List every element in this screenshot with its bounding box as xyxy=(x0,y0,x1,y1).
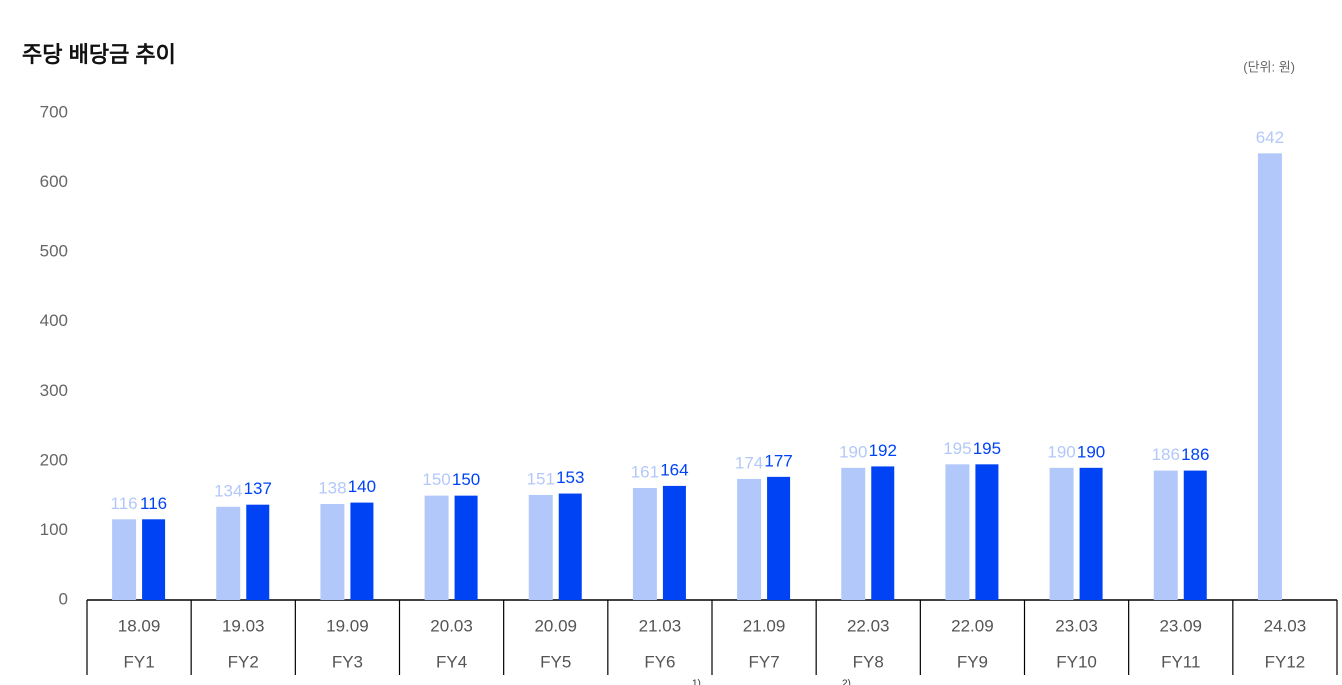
value-label: 164 xyxy=(660,460,688,479)
value-label: 150 xyxy=(422,470,450,489)
x-tick-label: 18.09 xyxy=(118,616,161,635)
bar xyxy=(1257,153,1282,600)
y-tick-label: 300 xyxy=(40,381,68,400)
x-tick-label: 22.03 xyxy=(847,616,890,635)
footnote-mark: 1) xyxy=(692,679,701,685)
value-label: 116 xyxy=(111,494,138,513)
value-label: 195 xyxy=(973,439,1001,458)
value-label: 153 xyxy=(556,468,584,487)
x-sub-label: FY8 xyxy=(853,652,884,671)
value-label: 174 xyxy=(735,453,763,472)
x-sub-label: FY1 xyxy=(123,652,154,671)
y-tick-label: 700 xyxy=(40,102,68,121)
value-label: 134 xyxy=(214,481,242,500)
bar xyxy=(216,506,241,600)
bar xyxy=(424,495,449,600)
x-sub-label: FY4 xyxy=(436,652,467,671)
bar xyxy=(632,487,657,600)
bar xyxy=(528,494,553,600)
bar xyxy=(945,464,970,600)
bar xyxy=(975,464,999,600)
bar xyxy=(112,519,137,600)
value-label: 190 xyxy=(1077,442,1105,461)
bar xyxy=(1183,470,1207,600)
value-label: 186 xyxy=(1152,445,1180,464)
x-tick-label: 24.03 xyxy=(1264,616,1307,635)
y-tick-label: 600 xyxy=(40,172,68,191)
bar xyxy=(558,493,582,600)
value-label: 138 xyxy=(318,478,346,497)
y-tick-label: 100 xyxy=(40,520,68,539)
bar xyxy=(1049,467,1074,600)
x-tick-label: 23.03 xyxy=(1055,616,1098,635)
value-label: 116 xyxy=(140,494,167,513)
x-sub-label: FY10 xyxy=(1056,652,1097,671)
bar xyxy=(246,504,270,600)
chart-title: 주당 배당금 추이 xyxy=(22,42,176,67)
x-tick-label: 20.09 xyxy=(534,616,577,635)
x-tick-label: 22.09 xyxy=(951,616,994,635)
bar xyxy=(320,503,345,600)
value-label: 151 xyxy=(527,469,555,488)
y-tick-label: 500 xyxy=(40,242,68,261)
bar xyxy=(841,467,866,600)
x-tick-label: 20.03 xyxy=(430,616,473,635)
bar xyxy=(142,519,166,600)
unit-note: (단위: 원) xyxy=(1243,59,1295,74)
bar xyxy=(454,495,478,600)
value-label: 177 xyxy=(764,451,792,470)
bar xyxy=(1153,470,1178,600)
x-sub-label: FY12 xyxy=(1265,652,1306,671)
x-sub-label: FY6 xyxy=(644,652,675,671)
x-tick-label: 21.09 xyxy=(743,616,786,635)
x-tick-label: 21.03 xyxy=(639,616,682,635)
value-label: 190 xyxy=(1047,442,1075,461)
bar xyxy=(871,466,895,600)
value-label: 137 xyxy=(244,479,272,498)
x-tick-label: 23.09 xyxy=(1159,616,1202,635)
x-tick-label: 19.03 xyxy=(222,616,265,635)
x-sub-label: FY5 xyxy=(540,652,571,671)
value-label: 161 xyxy=(631,462,659,481)
x-sub-label: FY9 xyxy=(957,652,988,671)
bar xyxy=(1079,467,1103,600)
y-tick-label: 200 xyxy=(40,450,68,469)
value-label: 150 xyxy=(452,470,480,489)
value-label: 140 xyxy=(348,477,376,496)
bar xyxy=(662,485,686,600)
bar xyxy=(350,502,374,600)
x-tick-label: 19.09 xyxy=(326,616,369,635)
y-tick-label: 400 xyxy=(40,311,68,330)
bar xyxy=(737,478,762,600)
footnote-mark: 2) xyxy=(842,679,851,685)
value-label: 642 xyxy=(1256,128,1284,147)
value-label: 195 xyxy=(943,439,971,458)
x-sub-label: FY11 xyxy=(1161,652,1200,671)
x-sub-label: FY7 xyxy=(748,652,779,671)
y-tick-label: 0 xyxy=(59,589,68,608)
value-label: 186 xyxy=(1181,445,1209,464)
value-label: 192 xyxy=(869,441,897,460)
bar xyxy=(767,476,791,600)
x-sub-label: FY2 xyxy=(228,652,259,671)
x-sub-label: FY3 xyxy=(332,652,363,671)
value-label: 190 xyxy=(839,442,867,461)
